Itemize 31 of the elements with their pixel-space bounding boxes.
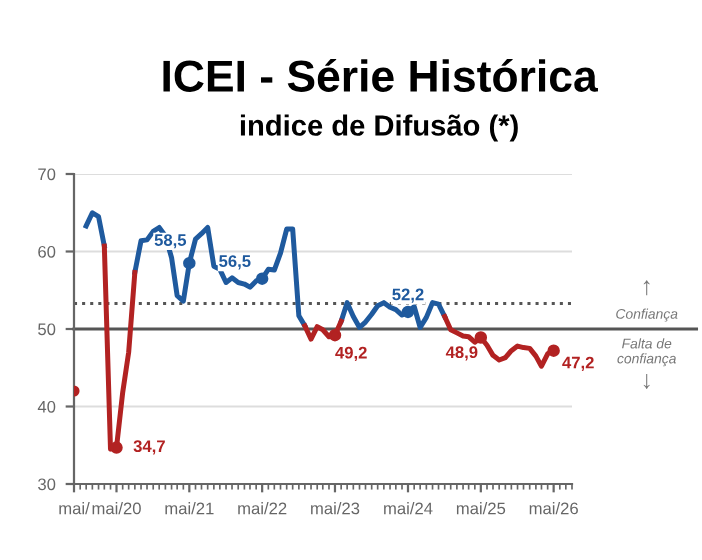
annotation: 48,9 [445,346,478,361]
y-tick-label: 30 [38,478,56,491]
annotation: 49,2 [335,346,367,361]
point [328,328,342,342]
point [183,256,196,270]
point [401,305,415,319]
y-tick-label: 70 [38,168,56,181]
point [474,331,488,344]
x-tick-label: mai/20 [92,502,141,515]
y-tick-label: 40 [37,400,56,413]
x-tick-label: mai/26 [529,502,578,515]
x-tick-label: mai/23 [311,502,360,515]
x-tick-label: mai/22 [238,502,287,515]
point [110,441,123,454]
annotation: 52,2 [392,288,424,303]
x-tick-label: mai/24 [384,502,433,515]
point [255,272,269,285]
annotation: 58,5 [154,234,187,249]
point [547,344,560,357]
x-tick-label: mai/25 [456,502,506,515]
annotation: 34,7 [133,440,165,455]
x-tick-label: mai/ [59,502,90,515]
x-tick-label: mai/21 [165,502,214,515]
text: ↑ [643,280,650,296]
y-tick-label: 60 [38,245,56,258]
y-tick-label: 50 [38,323,56,336]
text: ↓ [643,374,650,389]
annotation: 47,2 [562,356,594,371]
chart-title: ICEI - Série Histórica [163,58,598,92]
annotation: 56,5 [219,255,251,270]
chart-subtitle: indice de Difusão (*) [240,114,518,142]
